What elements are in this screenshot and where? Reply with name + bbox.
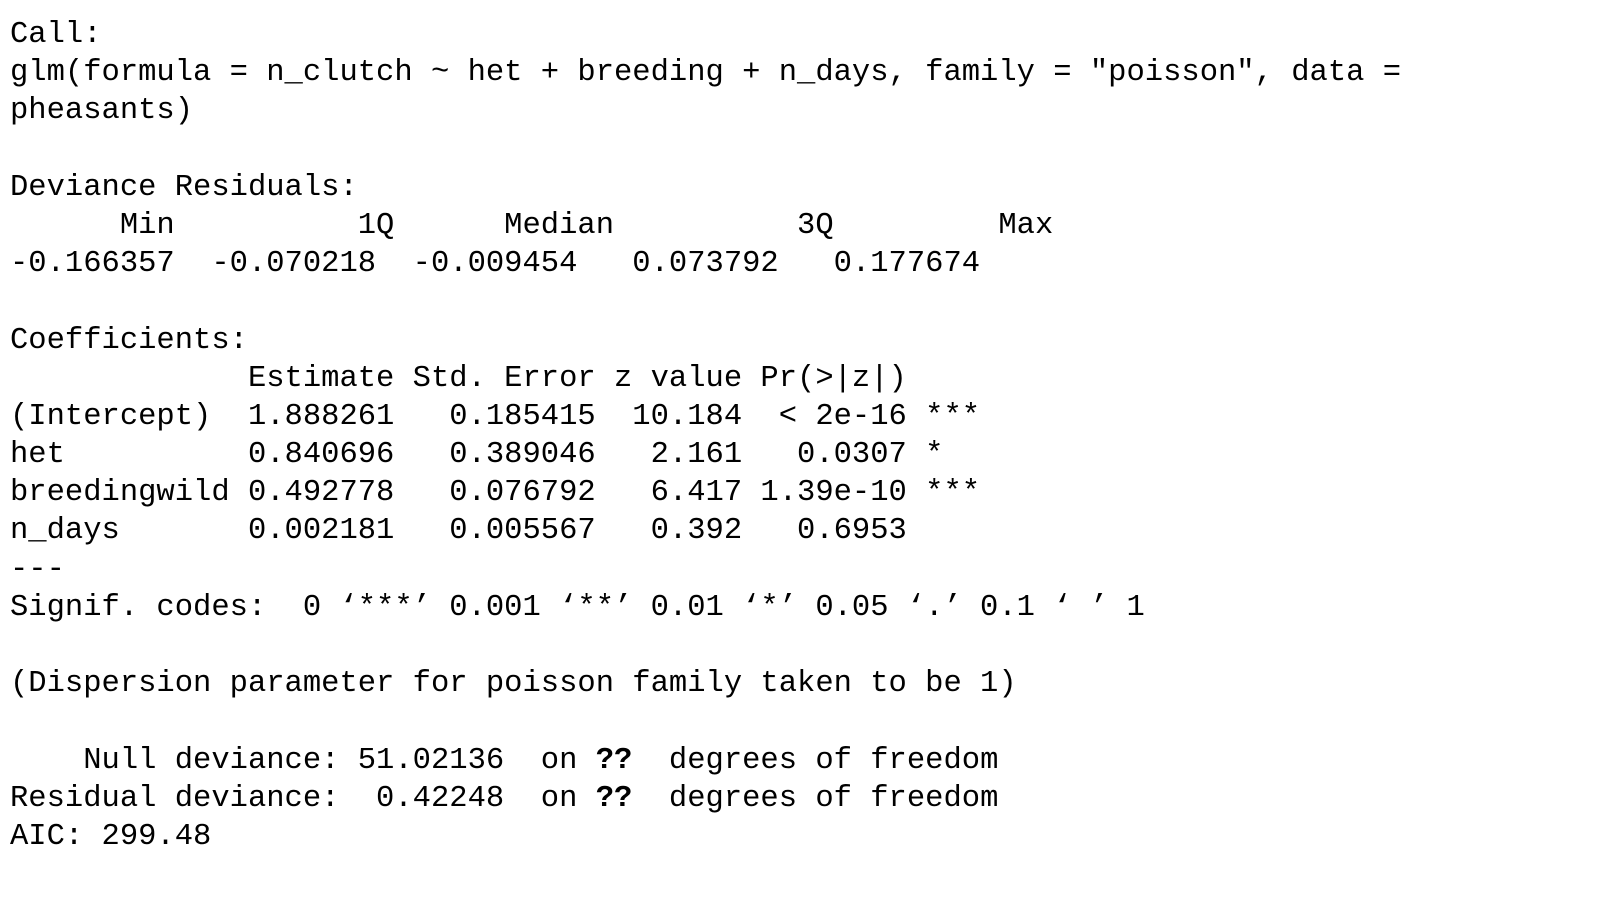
residual-deviance-line: Residual deviance: 0.42248 on ?? degrees…: [10, 780, 1610, 818]
blank-line: [10, 283, 1610, 321]
coefficients-header: Coefficients:: [10, 323, 248, 358]
coefficient-row-breedingwild: breedingwild 0.492778 0.076792 6.417 1.3…: [10, 476, 981, 511]
deviance-residuals-labels: Min 1Q Median 3Q Max: [10, 208, 1054, 243]
residual-deviance-prefix: Residual deviance: 0.42248 on: [10, 781, 596, 816]
signif-codes-line: Signif. codes: 0 ‘***’ 0.001 ‘**’ 0.01 ‘…: [10, 590, 1145, 625]
residual-deviance-df: ??: [595, 781, 633, 816]
call-formula-line: glm(formula = n_clutch ~ het + breeding …: [10, 56, 1402, 91]
coefficient-row-intercept: (Intercept) 1.888261 0.185415 10.184 < 2…: [10, 399, 981, 434]
blank-line: [10, 131, 1610, 169]
deviance-residuals-header: Deviance Residuals:: [10, 170, 358, 205]
coefficients-separator: ---: [10, 552, 65, 587]
coefficients-column-headers: Estimate Std. Error z value Pr(>|z|): [10, 361, 981, 396]
null-deviance-prefix: Null deviance: 51.02136 on: [10, 743, 596, 778]
coefficient-row-n-days: n_days 0.002181 0.005567 0.392 0.6953: [10, 514, 981, 549]
call-data-line: pheasants): [10, 94, 194, 129]
dispersion-line: (Dispersion parameter for poisson family…: [10, 667, 1017, 702]
residual-deviance-suffix: degrees of freedom: [632, 781, 999, 816]
call-header: Call:: [10, 18, 102, 52]
null-deviance-suffix: degrees of freedom: [632, 743, 999, 778]
coefficient-row-het: het 0.840696 0.389046 2.161 0.0307 *: [10, 438, 981, 473]
null-deviance-df: ??: [595, 743, 633, 778]
aic-line: AIC: 299.48: [10, 819, 212, 854]
null-deviance-line: Null deviance: 51.02136 on ?? degrees of…: [10, 742, 1610, 780]
deviance-residuals-values: -0.166357 -0.070218 -0.009454 0.073792 0…: [10, 247, 981, 282]
blank-line: [10, 703, 1610, 741]
blank-line: [10, 627, 1610, 665]
r-console-output: Call: glm(formula = n_clutch ~ het + bre…: [10, 16, 1610, 856]
